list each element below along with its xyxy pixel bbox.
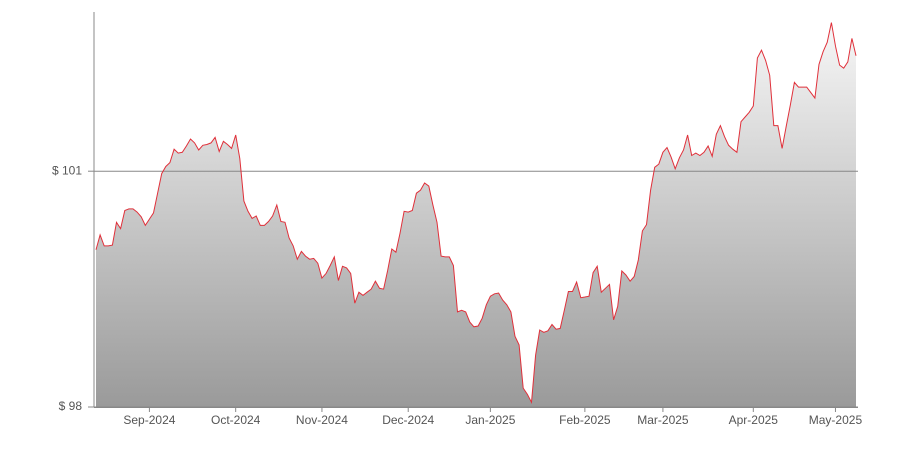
x-tick-label: Nov-2024 bbox=[296, 413, 348, 427]
y-tick-label: $ 98 bbox=[59, 399, 83, 413]
x-tick-label: Mar-2025 bbox=[637, 413, 689, 427]
x-tick-label: Sep-2024 bbox=[123, 413, 175, 427]
x-tick-label: Dec-2024 bbox=[382, 413, 434, 427]
x-tick-label: Jan-2025 bbox=[465, 413, 515, 427]
price-line bbox=[95, 22, 857, 405]
area-fill bbox=[96, 22, 856, 407]
x-tick-label: Apr-2025 bbox=[729, 413, 779, 427]
x-tick-label: May-2025 bbox=[809, 413, 863, 427]
x-tick-label: Feb-2025 bbox=[559, 413, 611, 427]
x-tick-label: Oct-2024 bbox=[211, 413, 261, 427]
y-tick-label: $ 101 bbox=[52, 163, 82, 177]
